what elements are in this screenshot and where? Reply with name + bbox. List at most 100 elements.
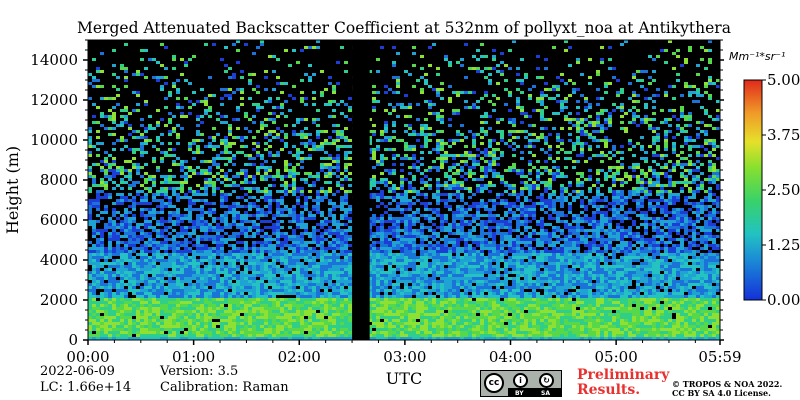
- heatmap-cell: [588, 256, 592, 259]
- heatmap-cell: [312, 118, 316, 121]
- heatmap-cell: [312, 229, 316, 232]
- heatmap-cell: [604, 175, 608, 178]
- heatmap-cell: [660, 109, 664, 112]
- heatmap-cell: [204, 247, 208, 250]
- heatmap-cell: [456, 205, 460, 208]
- heatmap-cell: [676, 154, 680, 157]
- heatmap-cell: [492, 160, 496, 163]
- heatmap-cell: [140, 148, 144, 151]
- heatmap-cell: [636, 124, 640, 127]
- heatmap-cell: [192, 193, 196, 196]
- heatmap-cell: [556, 250, 560, 253]
- heatmap-cell: [388, 262, 392, 265]
- heatmap-cell: [524, 187, 528, 190]
- heatmap-cell: [256, 253, 260, 256]
- heatmap-cell: [596, 220, 600, 223]
- heatmap-cell: [444, 229, 448, 232]
- heatmap-cell: [480, 220, 484, 223]
- heatmap-cell: [572, 232, 576, 235]
- heatmap-cell: [420, 181, 424, 184]
- heatmap-cell: [120, 247, 124, 250]
- heatmap-cell: [600, 214, 604, 217]
- heatmap-cell: [704, 226, 708, 229]
- heatmap-cell: [452, 184, 456, 187]
- heatmap-cell: [216, 166, 220, 169]
- heatmap-cell: [108, 235, 112, 238]
- heatmap-cell: [208, 115, 212, 118]
- heatmap-cell: [344, 70, 348, 73]
- heatmap-cell: [148, 124, 152, 127]
- heatmap-cell: [188, 235, 192, 238]
- heatmap-cell: [348, 208, 352, 211]
- heatmap-cell: [336, 124, 340, 127]
- heatmap-cell: [176, 244, 180, 247]
- heatmap-cell: [264, 166, 268, 169]
- heatmap-cell: [528, 184, 532, 187]
- heatmap-cell: [644, 172, 648, 175]
- heatmap-cell: [208, 184, 212, 187]
- heatmap-cell: [488, 127, 492, 130]
- heatmap-cell: [296, 187, 300, 190]
- heatmap-cell: [128, 112, 132, 115]
- heatmap-cell: [300, 250, 304, 253]
- heatmap-cell: [476, 259, 480, 262]
- heatmap-cell: [588, 199, 592, 202]
- heatmap-cell: [396, 223, 400, 226]
- heatmap-cell: [236, 106, 240, 109]
- heatmap-cell: [264, 247, 268, 250]
- heatmap-cell: [528, 139, 532, 142]
- heatmap-cell: [316, 250, 320, 253]
- heatmap-cell: [172, 82, 176, 85]
- heatmap-cell: [504, 238, 508, 241]
- heatmap-cell: [576, 100, 580, 103]
- heatmap-cell: [488, 163, 492, 166]
- heatmap-cell: [536, 136, 540, 139]
- heatmap-cell: [340, 187, 344, 190]
- heatmap-cell: [536, 100, 540, 103]
- heatmap-cell: [524, 205, 528, 208]
- heatmap-cell: [276, 169, 280, 172]
- heatmap-cell: [648, 190, 652, 193]
- heatmap-cell: [160, 220, 164, 223]
- heatmap-cell: [140, 49, 144, 52]
- heatmap-cell: [212, 43, 216, 46]
- heatmap-cell: [336, 163, 340, 166]
- heatmap-cell: [180, 166, 184, 169]
- heatmap-cell: [144, 187, 148, 190]
- heatmap-cell: [620, 166, 624, 169]
- heatmap-cell: [384, 250, 388, 253]
- heatmap-cell: [568, 139, 572, 142]
- heatmap-cell: [300, 91, 304, 94]
- heatmap-cell: [536, 196, 540, 199]
- heatmap-cell: [372, 151, 376, 154]
- heatmap-cell: [428, 208, 432, 211]
- heatmap-cell: [496, 247, 500, 250]
- heatmap-cell: [656, 220, 660, 223]
- heatmap-cell: [612, 202, 616, 205]
- heatmap-cell: [644, 211, 648, 214]
- heatmap-cell: [452, 181, 456, 184]
- heatmap-cell: [152, 175, 156, 178]
- heatmap-cell: [192, 190, 196, 193]
- heatmap-cell: [608, 187, 612, 190]
- heatmap-cell: [344, 103, 348, 106]
- heatmap-cell: [652, 118, 656, 121]
- heatmap-cell: [656, 136, 660, 139]
- heatmap-cell: [340, 130, 344, 133]
- heatmap-cell: [616, 238, 620, 241]
- heatmap-cell: [600, 256, 604, 259]
- heatmap-cell: [456, 244, 460, 247]
- heatmap-cell: [416, 217, 420, 220]
- heatmap-cell: [448, 238, 452, 241]
- heatmap-cell: [132, 247, 136, 250]
- heatmap-cell: [644, 187, 648, 190]
- heatmap-cell: [468, 196, 472, 199]
- heatmap-cell: [332, 166, 336, 169]
- heatmap-cell: [308, 76, 312, 79]
- heatmap-cell: [488, 82, 492, 85]
- heatmap-cell: [268, 226, 272, 229]
- heatmap-cell: [252, 163, 256, 166]
- heatmap-cell: [332, 193, 336, 196]
- heatmap-cell: [516, 67, 520, 70]
- heatmap-cell: [348, 118, 352, 121]
